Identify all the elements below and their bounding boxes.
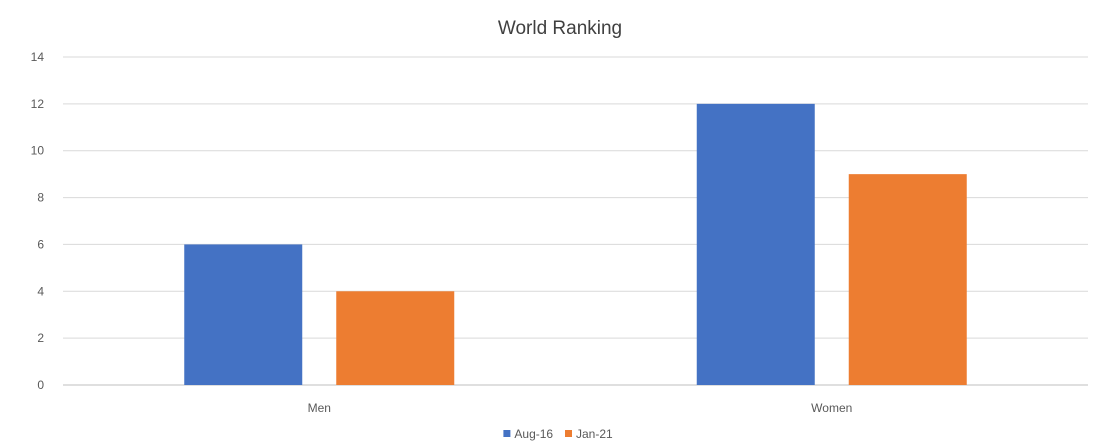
chart-title: World Ranking <box>498 18 622 39</box>
bar-women-aug-16 <box>696 103 815 385</box>
bar-women-jan-21 <box>848 174 967 385</box>
y-axis-tick-labels: 0 2 4 6 8 10 12 14 <box>31 50 45 392</box>
y-tick-label: 12 <box>31 97 45 111</box>
legend-label: Jan-21 <box>576 427 613 441</box>
y-tick-label: 2 <box>37 331 44 345</box>
legend: Aug-16 Jan-21 <box>503 427 613 441</box>
y-tick-label: 6 <box>37 237 44 251</box>
y-tick-label: 4 <box>37 284 44 298</box>
bar-men-aug-16 <box>184 244 303 385</box>
x-axis-category-labels: Men Women <box>308 401 853 415</box>
y-tick-label: 14 <box>31 50 45 64</box>
category-label: Men <box>308 401 331 415</box>
bars <box>184 103 967 385</box>
legend-label: Aug-16 <box>514 427 553 441</box>
y-tick-label: 10 <box>31 144 45 158</box>
legend-swatch-aug-16 <box>503 430 511 437</box>
y-tick-label: 0 <box>37 378 44 392</box>
bar-men-jan-21 <box>336 291 455 385</box>
y-tick-label: 8 <box>37 191 44 205</box>
category-label: Women <box>811 401 852 415</box>
legend-swatch-jan-21 <box>565 430 572 437</box>
